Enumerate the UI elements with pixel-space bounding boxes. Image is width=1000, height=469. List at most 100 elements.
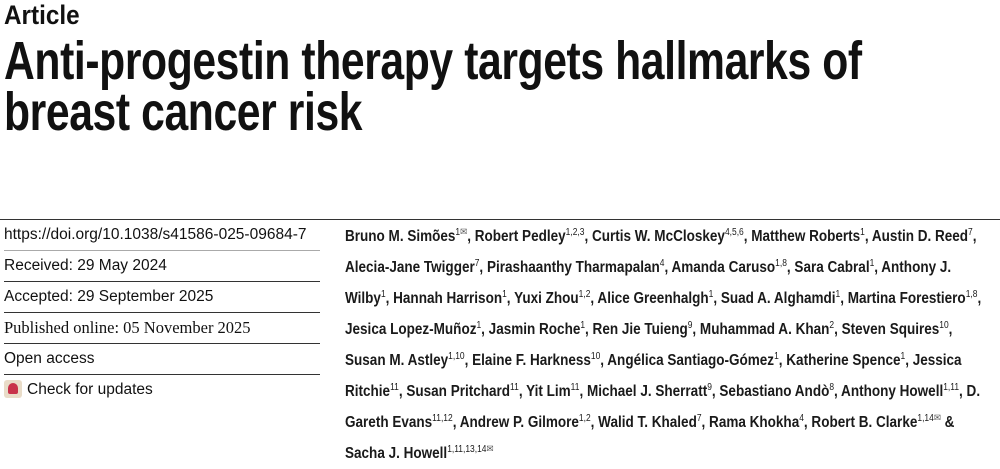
- author[interactable]: Rama Khokha4: [709, 414, 804, 432]
- author[interactable]: Katherine Spence1: [786, 351, 906, 370]
- author[interactable]: Bruno M. Simões1✉: [345, 227, 468, 246]
- author-affiliation: 1: [900, 351, 906, 362]
- author-affiliation: 4: [659, 258, 665, 269]
- author-affiliation: 1: [774, 351, 779, 362]
- author-name: Michael J. Sherratt: [586, 383, 708, 400]
- author[interactable]: Anthony J. Wilby1: [345, 259, 951, 307]
- author-affiliation: 1,8: [775, 258, 787, 269]
- author[interactable]: Alice Greenhalgh1: [597, 290, 713, 308]
- author[interactable]: Matthew Roberts1: [751, 227, 865, 246]
- author[interactable]: Sara Cabral1: [794, 258, 875, 277]
- author-name: Steven Squires: [841, 321, 940, 338]
- divider: [0, 219, 1000, 220]
- author-affiliation: 11,12: [432, 413, 453, 424]
- author[interactable]: Hannah Harrison1: [393, 290, 507, 308]
- author-affiliation: 7: [696, 413, 702, 424]
- envelope-icon[interactable]: ✉: [460, 227, 468, 238]
- author-affiliation: 1: [455, 227, 461, 238]
- author-affiliation: 1,2: [578, 289, 591, 300]
- article-type: Article: [4, 0, 80, 30]
- author[interactable]: Suad A. Alghamdi1: [720, 289, 841, 308]
- author-affiliation: 1: [860, 227, 865, 238]
- author-affiliation: 1: [476, 320, 482, 331]
- author-name: Matthew Roberts: [751, 228, 861, 245]
- author-name: Muhammad A. Khan: [699, 321, 830, 338]
- author-affiliation: 1: [380, 289, 386, 300]
- author-name: Susan Pritchard: [406, 383, 511, 400]
- author[interactable]: Jessica Ritchie1 1: [345, 352, 962, 400]
- author-name: Robert B. Clarke: [811, 414, 918, 431]
- author-name: Suad A. Alghamdi: [720, 290, 836, 307]
- author-name: Susan M. Astley: [345, 352, 449, 369]
- author[interactable]: Jesica Lopez-Muñoz1: [345, 320, 482, 339]
- author[interactable]: Susan Pritchard11: [406, 383, 518, 401]
- crossmark-icon: [4, 380, 22, 398]
- author[interactable]: Pirashaanthy Tharmapalan4: [486, 258, 665, 277]
- author[interactable]: Angélica Santiago-Gómez1: [607, 351, 779, 370]
- author-name: Sacha J. Howell: [345, 445, 448, 462]
- author[interactable]: Sacha J. Howell1,11,13,14✉: [345, 444, 494, 463]
- accepted-date: Accepted: 29 September 2025: [4, 282, 320, 313]
- check-for-updates-link[interactable]: Check for updates: [4, 375, 320, 405]
- published-date: Published online: 05 November 2025: [4, 313, 320, 344]
- author-name: Andrew P. Gilmore: [459, 414, 579, 431]
- author-affiliation: 10: [939, 320, 949, 331]
- author[interactable]: Yuxi Zhou1,2: [514, 289, 591, 308]
- author[interactable]: Robert Pedley1,2,3: [474, 227, 585, 246]
- author-affiliation: 7: [474, 258, 480, 269]
- author-name: Austin D. Reed: [871, 228, 969, 245]
- author[interactable]: Alecia-Jane Twigger7: [345, 258, 480, 277]
- author-name: Hannah Harrison: [393, 290, 503, 307]
- envelope-icon[interactable]: ✉: [486, 444, 494, 455]
- doi-link[interactable]: https://doi.org/10.1038/s41586-025-09684…: [4, 220, 320, 251]
- author[interactable]: Austin D. Reed7: [871, 227, 973, 246]
- article-title: Anti-progestin therapy targets hallmarks…: [4, 34, 862, 139]
- author-affiliation: 1,2,3: [565, 227, 585, 238]
- author[interactable]: Ren Jie Tuieng9: [593, 320, 693, 339]
- author-name: Jasmin Roche: [488, 321, 581, 338]
- author[interactable]: Susan M. Astley1,10: [345, 352, 465, 370]
- author[interactable]: Muhammad A. Khan2: [699, 320, 835, 339]
- envelope-icon[interactable]: ✉: [933, 413, 941, 424]
- author-affiliation: 1: [835, 289, 841, 300]
- author[interactable]: Walid T. Khaled7: [598, 413, 702, 432]
- author-name: Elaine F. Harkness: [472, 352, 591, 369]
- author-affiliation: 9: [687, 320, 693, 331]
- author-affiliation: 1,8: [965, 289, 978, 300]
- author[interactable]: Anthony Howell1,11: [841, 382, 960, 401]
- author[interactable]: Elaine F. Harkness10: [472, 351, 601, 370]
- check-for-updates-label: Check for updates: [27, 381, 153, 398]
- author-affiliation: 1: [580, 320, 586, 331]
- author-name: Alecia-Jane Twigger: [345, 259, 475, 276]
- author-name: Yuxi Zhou: [514, 290, 579, 307]
- author-name: Jessica Ritchie: [345, 352, 962, 400]
- author-affiliation: 1,2: [578, 413, 591, 424]
- author-affiliation: 1,11: [943, 382, 960, 393]
- author[interactable]: Michael J. Sherratt9: [586, 382, 712, 401]
- author-name: Rama Khokha: [709, 414, 800, 431]
- author-name: Angélica Santiago-Gómez: [607, 352, 775, 369]
- author[interactable]: Steven Squires10: [841, 320, 949, 339]
- author-affiliation: 1,11,13,14: [447, 444, 487, 455]
- author[interactable]: Andrew P. Gilmore1,2: [459, 413, 591, 432]
- author-name: Alice Greenhalgh: [597, 290, 709, 307]
- author[interactable]: Robert B. Clarke1,14✉: [811, 413, 941, 432]
- author-name: Robert Pedley: [474, 228, 566, 245]
- author-affiliation: 1: [869, 258, 875, 269]
- author-name: Walid T. Khaled: [598, 414, 697, 431]
- author[interactable]: Curtis W. McCloskey4,5,6: [592, 228, 744, 246]
- author-affiliation: 9: [707, 382, 712, 393]
- author-affiliation: 2: [829, 320, 835, 331]
- author-affiliation: 8: [829, 382, 835, 393]
- author-name: Jesica Lopez-Muñoz: [345, 321, 477, 338]
- author[interactable]: Jasmin Roche1: [488, 320, 586, 339]
- author-name: Pirashaanthy Tharmapalan: [486, 259, 660, 276]
- author[interactable]: Sebastiano Andò8: [719, 382, 835, 401]
- author[interactable]: Yit Lim11: [526, 383, 579, 401]
- author[interactable]: Amanda Caruso1,8: [671, 258, 787, 277]
- author[interactable]: Martina Forestiero1,8: [848, 289, 978, 308]
- received-date: Received: 29 May 2024: [4, 251, 320, 282]
- open-access-label: Open access: [4, 344, 320, 375]
- author-affiliation: 7: [968, 227, 973, 238]
- author-affiliation: 10: [590, 351, 601, 362]
